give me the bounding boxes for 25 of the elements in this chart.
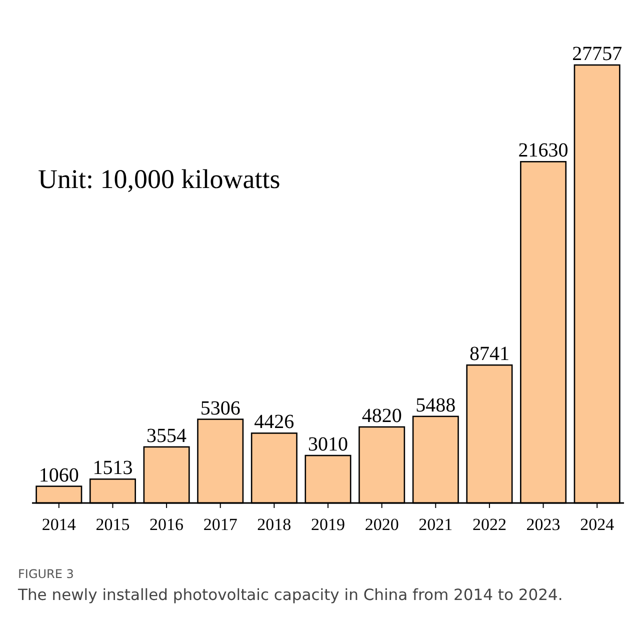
data-label: 5488 [416, 394, 456, 416]
x-tick-label: 2018 [257, 515, 292, 534]
data-label: 5306 [200, 397, 240, 420]
x-tick-label: 2017 [203, 515, 238, 534]
x-tick-label: 2023 [526, 515, 560, 534]
x-tick-label: 2015 [96, 515, 130, 534]
x-tick-label: 2020 [364, 515, 399, 534]
x-tick-label: 2022 [472, 515, 506, 534]
x-tick-label: 2021 [418, 515, 453, 534]
x-tick-label: 2019 [311, 515, 345, 534]
data-label: 1060 [38, 464, 79, 486]
y-axis-title: Unit: 10,000 kilowatts [38, 164, 280, 194]
data-label: 8741 [469, 343, 510, 366]
x-tick-label: 2024 [580, 515, 615, 534]
data-label: 3554 [146, 424, 187, 447]
x-tick-label: 2014 [42, 515, 76, 534]
x-tick-label: 2016 [150, 515, 184, 534]
data-label: 27757 [572, 43, 622, 65]
data-label: 4426 [254, 411, 294, 434]
text: The newly installed photovoltaic capacity in China from 2014 to 2024. [17, 586, 563, 604]
text: FIGURE 3 [18, 567, 74, 581]
data-label: 3010 [308, 434, 348, 456]
data-label: 4820 [362, 404, 402, 427]
data-label: 1513 [92, 457, 133, 480]
data-label: 21630 [518, 140, 568, 162]
